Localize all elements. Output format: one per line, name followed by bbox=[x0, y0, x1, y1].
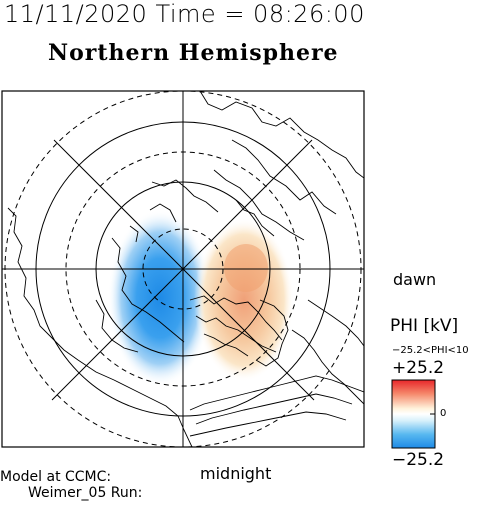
run-label: Weimer_05 Run: bbox=[28, 485, 143, 501]
negative-potential-cell bbox=[108, 210, 212, 386]
date-time-title: 11/11/2020 Time = 08:26:00 bbox=[4, 0, 365, 28]
meridian-line bbox=[51, 139, 313, 401]
coastlines bbox=[7, 91, 364, 447]
meridian-line bbox=[53, 139, 315, 401]
model-label: Model at CCMC: bbox=[0, 469, 112, 485]
colorbar-title: PHI [kV] bbox=[390, 316, 459, 336]
midnight-label: midnight bbox=[200, 464, 272, 483]
colorbar-min-label: −25.2 bbox=[392, 450, 445, 470]
map-frame bbox=[1, 90, 365, 448]
dawn-label: dawn bbox=[393, 270, 437, 289]
colorbar-zero-label: 0 bbox=[440, 408, 447, 419]
colorbar bbox=[391, 379, 436, 449]
colorbar-range: −25.2<PHI<10 bbox=[392, 346, 469, 356]
colorbar-max-label: +25.2 bbox=[392, 358, 445, 378]
hemisphere-title: Northern Hemisphere bbox=[48, 40, 339, 66]
